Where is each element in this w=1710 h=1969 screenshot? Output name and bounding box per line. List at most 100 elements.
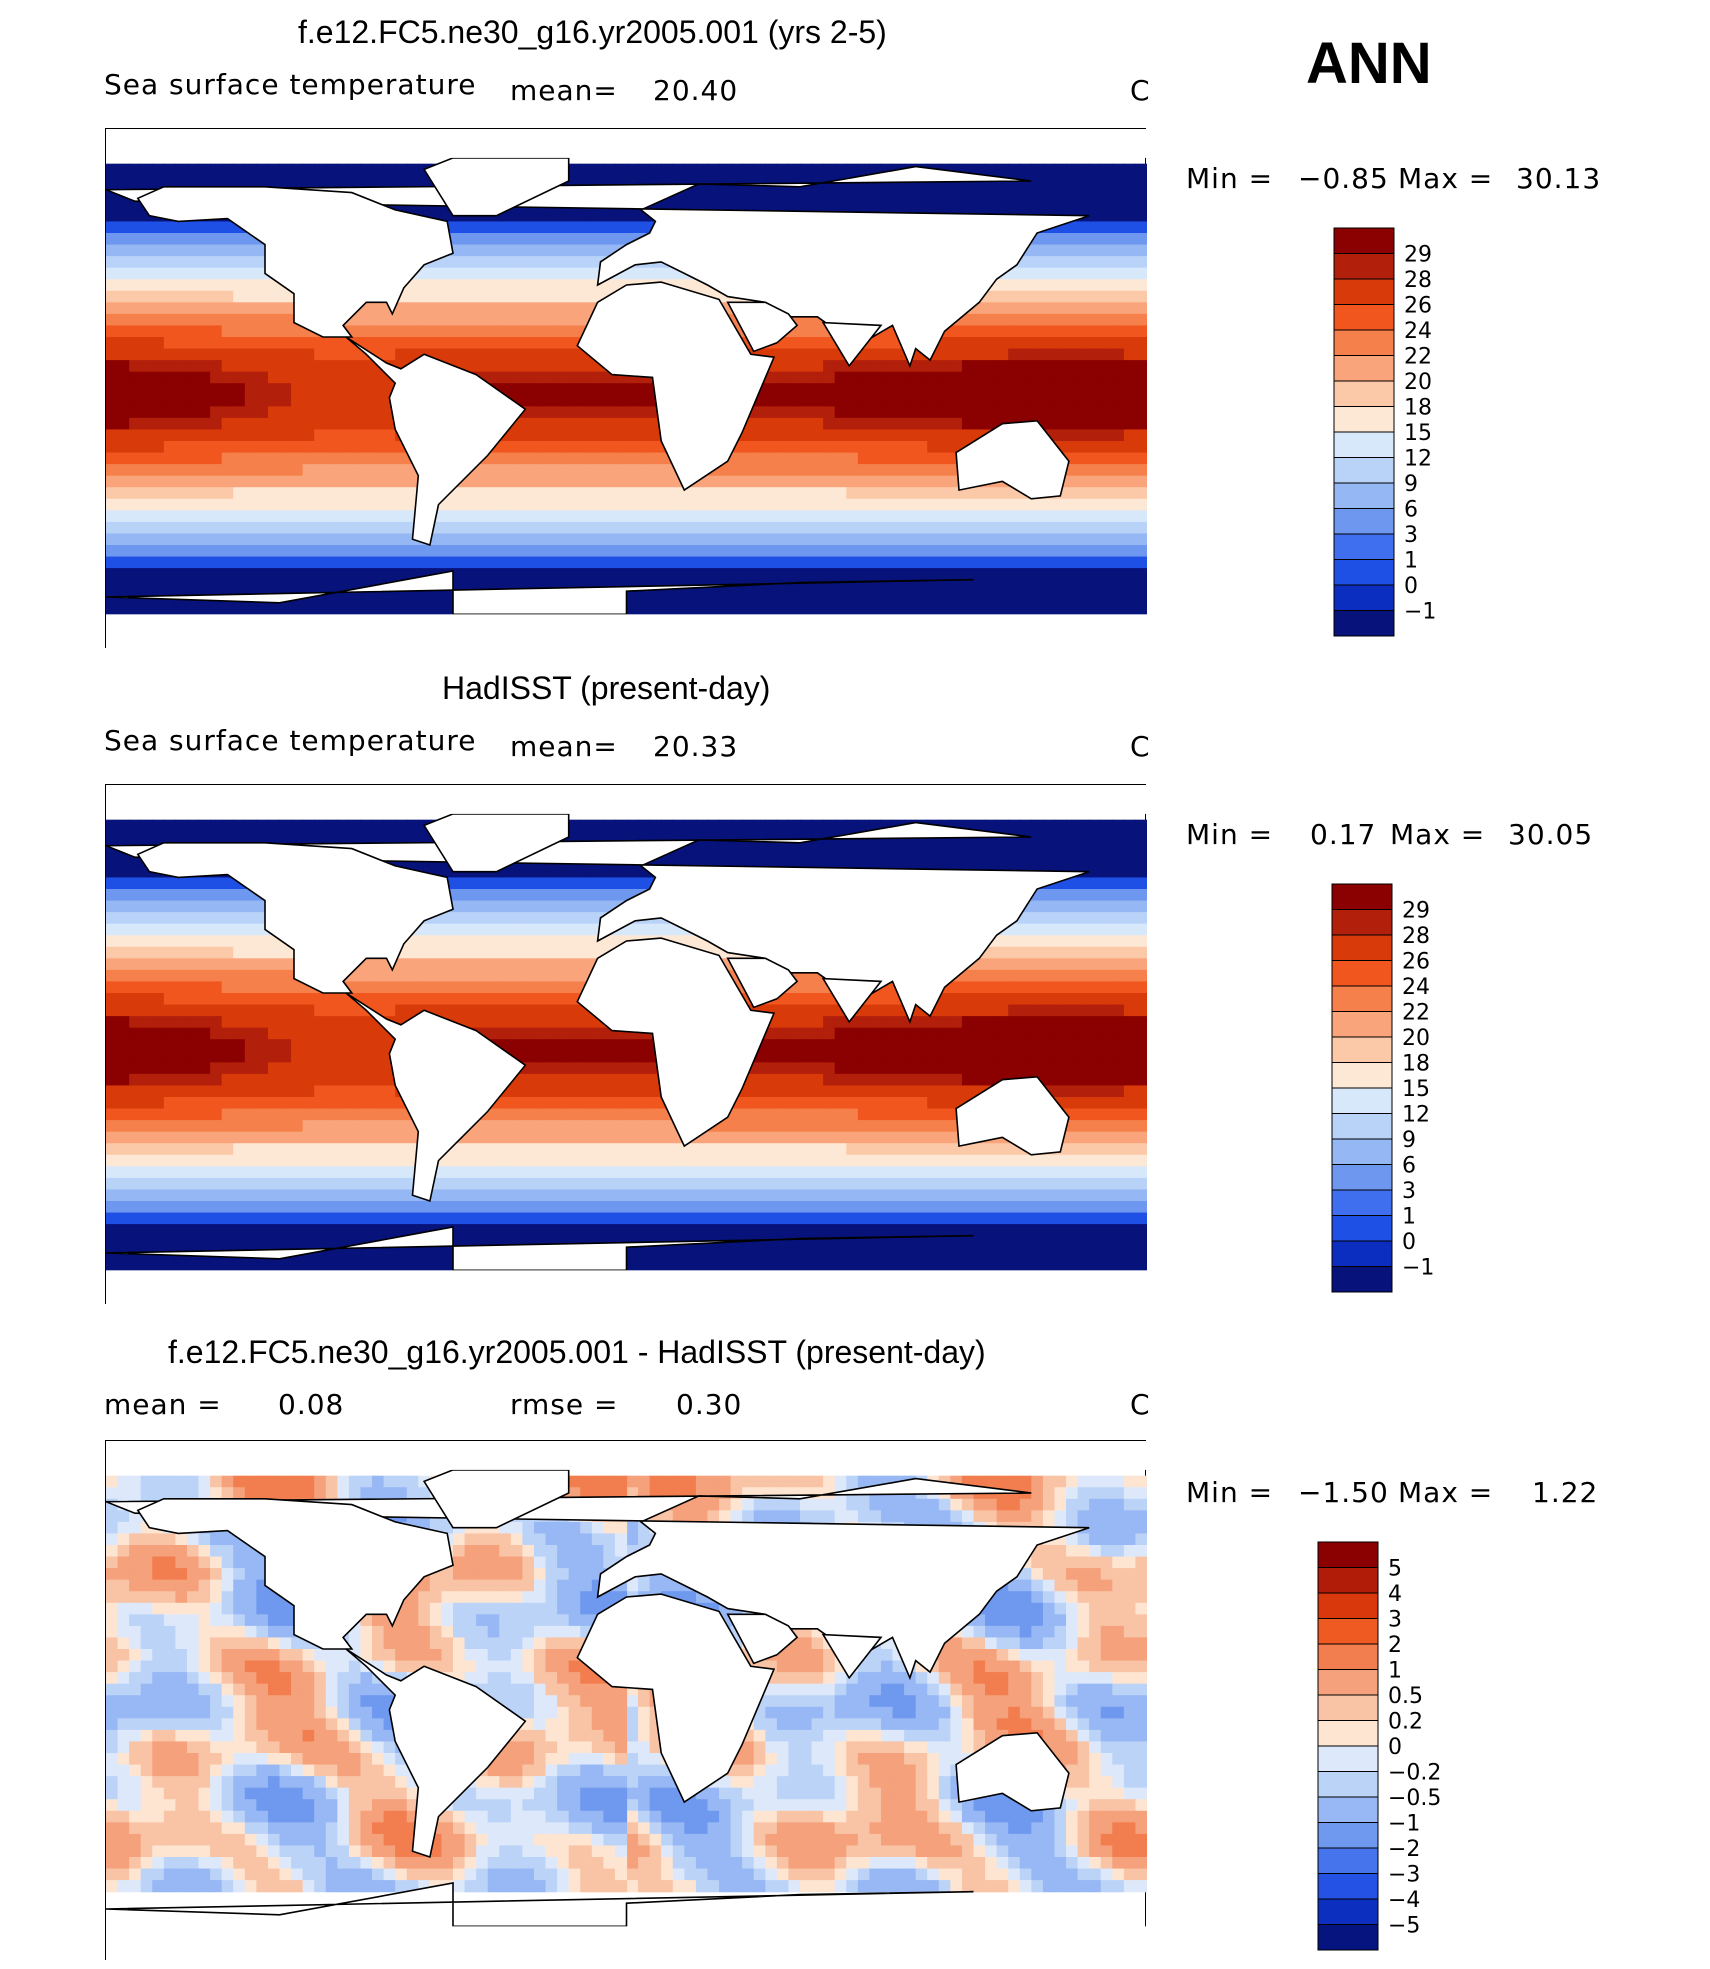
colorbar-tick-label: 22 (1402, 1001, 1430, 1026)
colorbar-tick-label: 29 (1404, 243, 1432, 268)
colorbar-tick-label: −4 (1388, 1888, 1420, 1913)
landmass (106, 1477, 1090, 1681)
colorbar-box (1317, 1796, 1379, 1823)
colorbar-box (1333, 253, 1395, 280)
panel-2-units: C (1130, 730, 1151, 763)
colorbar-tick-label: 24 (1402, 975, 1430, 1000)
colorbar-box (1331, 934, 1393, 961)
colorbar-tick-label: 3 (1402, 1179, 1416, 1204)
colorbar-tick-label: 6 (1404, 498, 1418, 523)
colorbar-box (1331, 1266, 1393, 1293)
panel-1-mean-value: 20.40 (653, 74, 739, 107)
panel-3-min-value: −1.50 (1298, 1476, 1389, 1509)
colorbar-box (1331, 1164, 1393, 1191)
colorbar-tick-label: 20 (1402, 1026, 1430, 1051)
colorbar-box (1317, 1618, 1379, 1645)
panel-2-min-label: Min = (1186, 818, 1274, 851)
panel-1-units: C (1130, 74, 1151, 107)
colorbar-box (1333, 584, 1395, 611)
landmass (345, 992, 527, 1203)
colorbar-tick-label: −0.2 (1388, 1761, 1441, 1786)
panel-3-max-label: Max = (1398, 1476, 1494, 1509)
landmass (106, 1226, 974, 1272)
landmass (821, 977, 883, 1024)
panel-3-max-value: 1.22 (1532, 1476, 1599, 1509)
colorbar-tick-label: 0 (1402, 1230, 1416, 1255)
landmass (345, 336, 527, 547)
panel-3-units: C (1130, 1388, 1151, 1421)
landmass (136, 841, 454, 994)
panel-1-max-value: 30.13 (1516, 162, 1602, 195)
colorbar-tick-label: 28 (1402, 924, 1430, 949)
panel-1-variable-label: Sea surface temperature (104, 68, 477, 101)
colorbar-tick-label: 12 (1404, 447, 1432, 472)
landmass (821, 1633, 883, 1680)
colorbar-tick-label: 0.2 (1388, 1710, 1423, 1735)
colorbar-tick-label: −5 (1388, 1914, 1420, 1939)
colorbar-box (1331, 1240, 1393, 1267)
colorbar-tick-label: 2 (1388, 1633, 1402, 1658)
colorbar-tick-label: 12 (1402, 1103, 1430, 1128)
colorbar-tick-label: −1 (1402, 1256, 1434, 1281)
colorbar-tick-label: 0 (1388, 1735, 1402, 1760)
colorbar-box (1317, 1669, 1379, 1696)
colorbar-tick-label: 0.5 (1388, 1684, 1423, 1709)
panel-2-variable-label: Sea surface temperature (104, 724, 477, 757)
colorbar-box (1317, 1745, 1379, 1772)
colorbar-box (1317, 1898, 1379, 1925)
colorbar-box (1333, 508, 1395, 535)
colorbar-tick-label: 26 (1404, 294, 1432, 319)
panel-1-max-label: Max = (1398, 162, 1494, 195)
colorbar-tick-label: 15 (1402, 1077, 1430, 1102)
landmass (576, 281, 776, 492)
colorbar-tick-label: 15 (1404, 421, 1432, 446)
colorbar-box (1333, 278, 1395, 305)
colorbar-box (1333, 431, 1395, 458)
colorbar-tick-label: 1 (1388, 1659, 1402, 1684)
colorbar-box (1317, 1771, 1379, 1798)
colorbar-tick-label: 0 (1404, 574, 1418, 599)
colorbar-box (1331, 883, 1393, 910)
colorbar-tick-label: 24 (1404, 319, 1432, 344)
colorbar-box (1331, 985, 1393, 1012)
colorbar-box (1331, 1036, 1393, 1063)
colorbar-box (1331, 1087, 1393, 1114)
panel-2-min-value: 0.17 (1310, 818, 1377, 851)
landmass (106, 1882, 974, 1928)
colorbar-box (1317, 1592, 1379, 1619)
colorbar-tick-label: −2 (1388, 1837, 1420, 1862)
colorbar-box (1317, 1822, 1379, 1849)
landmass (136, 185, 454, 338)
panel-3-mean-label: mean = (104, 1388, 222, 1421)
colorbar-box (1317, 1541, 1379, 1568)
landmass (106, 821, 1090, 1025)
panel-2-map (105, 784, 1147, 1305)
colorbar-box (1333, 559, 1395, 586)
panel-1-title: f.e12.FC5.ne30_g16.yr2005.001 (yrs 2-5) (298, 14, 887, 50)
colorbar-box (1333, 355, 1395, 382)
landmass (576, 1593, 776, 1804)
colorbar-box (1317, 1873, 1379, 1900)
colorbar-tick-label: 29 (1402, 899, 1430, 924)
panel-1-min-label: Min = (1186, 162, 1274, 195)
panel-3-map (105, 1440, 1147, 1961)
landmass (726, 301, 799, 353)
colorbar-tick-label: 1 (1402, 1205, 1416, 1230)
landmass (821, 321, 883, 368)
panel-2-max-value: 30.05 (1508, 818, 1594, 851)
colorbar-tick-label: 26 (1402, 950, 1430, 975)
landmass (955, 1075, 1070, 1156)
colorbar-tick-label: 22 (1404, 345, 1432, 370)
landmass (422, 157, 570, 217)
landmass (955, 1731, 1070, 1812)
colorbar-tick-label: 9 (1402, 1128, 1416, 1153)
colorbar-box (1317, 1643, 1379, 1670)
colorbar-box (1317, 1847, 1379, 1874)
panel-2-title: HadISST (present-day) (442, 670, 771, 706)
colorbar-tick-label: 5 (1388, 1557, 1402, 1582)
colorbar-tick-label: 4 (1388, 1582, 1402, 1607)
panel-3-min-label: Min = (1186, 1476, 1274, 1509)
colorbar-tick-label: 3 (1404, 523, 1418, 548)
season-label: ANN (1306, 31, 1432, 96)
colorbar-box (1333, 533, 1395, 560)
